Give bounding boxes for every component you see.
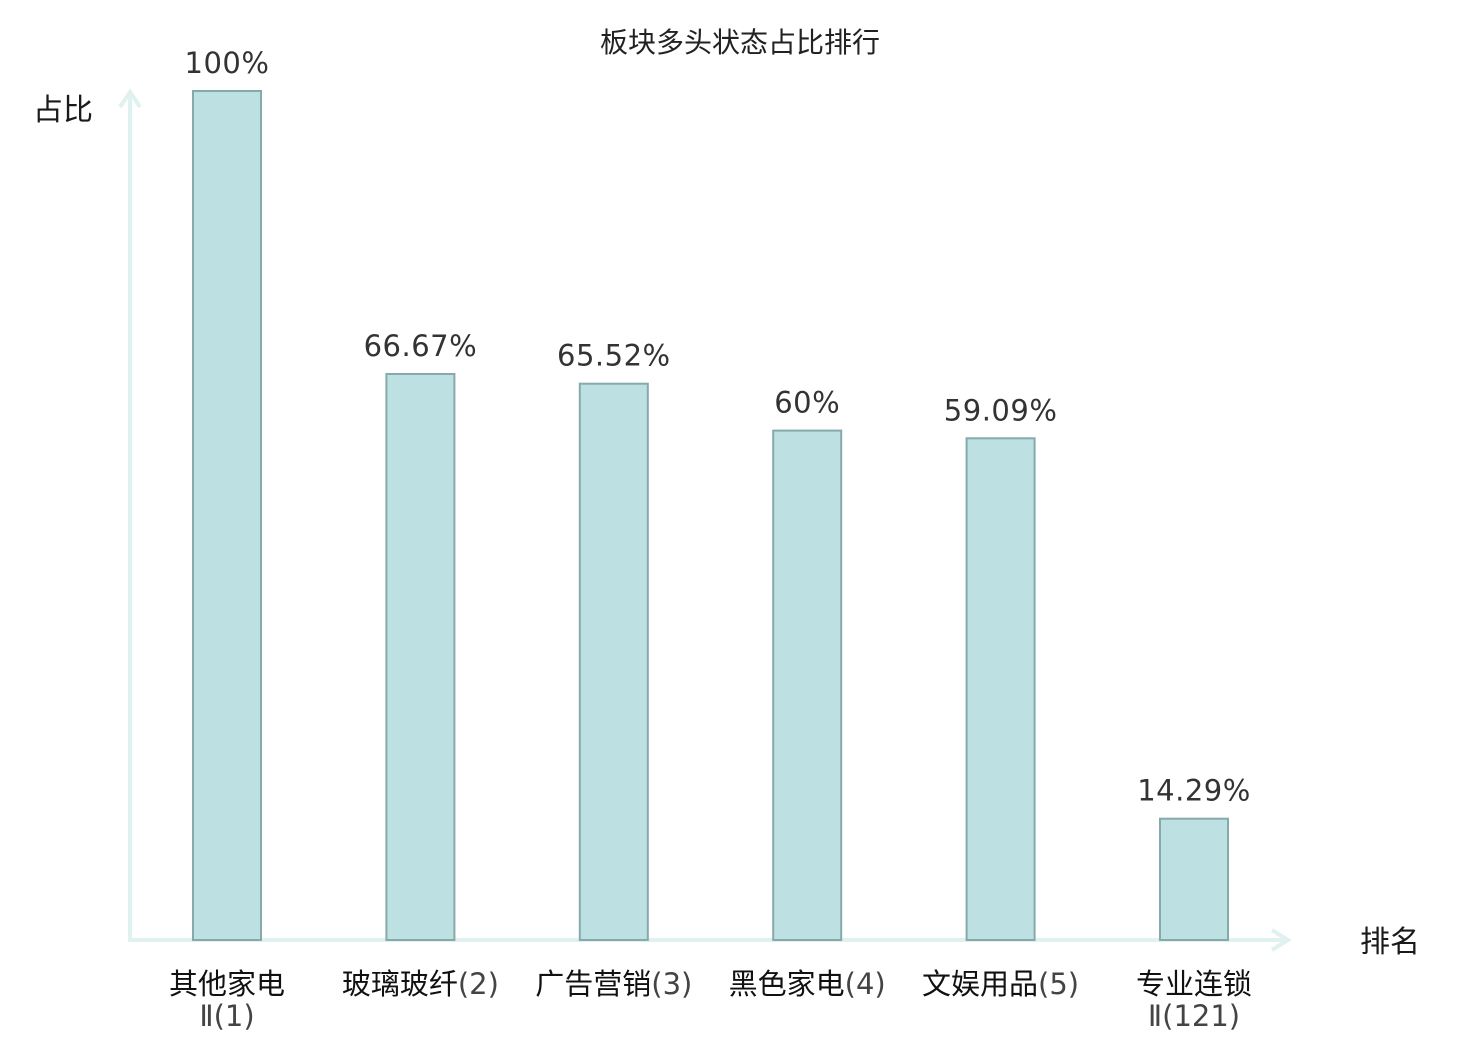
bar (578, 382, 649, 941)
bar-value-label: 100% (185, 46, 270, 80)
x-tick-rank: Ⅱ(1) (199, 999, 254, 1033)
x-axis-label: 排名 (1360, 925, 1420, 960)
x-tick-label: 专业连锁 (1136, 967, 1252, 1001)
bars-group (192, 90, 1229, 942)
bar-value-label: 60% (774, 386, 840, 420)
chart-title: 板块多头状态占比排行 (600, 26, 880, 59)
value-labels-group: 100% 66.67% 65.52% 60% 59.09% 14.29% (185, 46, 1251, 808)
x-tick-name: 文娱用品 (922, 967, 1038, 1001)
x-tick-rank: (3) (651, 967, 692, 1001)
x-tick-name: 广告营销 (535, 967, 651, 1001)
x-tick-rank: (5) (1038, 967, 1079, 1001)
bar-value-label: 14.29% (1137, 774, 1251, 808)
y-axis-label: 占比 (33, 93, 93, 128)
bar (385, 373, 456, 941)
x-tick-label: 玻璃玻纤(2) (342, 967, 499, 1001)
bar (1159, 817, 1229, 942)
bar (772, 429, 843, 941)
x-tick-label: 文娱用品(5) (922, 967, 1079, 1001)
x-tick-label: 其他家电 (169, 967, 285, 1001)
bar-value-label: 65.52% (557, 339, 671, 373)
x-tick-name: 黑色家电 (729, 967, 845, 1001)
bar (192, 90, 262, 941)
x-tick-rank: (4) (845, 967, 886, 1001)
bar-value-label: 59.09% (944, 393, 1058, 427)
x-tick-rank: Ⅱ(121) (1148, 999, 1240, 1033)
bar (965, 437, 1036, 941)
y-axis-arrow (118, 88, 142, 109)
x-tick-label: 黑色家电(4) (729, 967, 886, 1001)
x-axis-arrow (1270, 928, 1292, 952)
x-tick-name: 玻璃玻纤 (342, 967, 458, 1001)
x-tick-label: 广告营销(3) (535, 967, 692, 1001)
x-tick-rank: (2) (458, 967, 499, 1001)
bar-value-label: 66.67% (364, 329, 478, 363)
